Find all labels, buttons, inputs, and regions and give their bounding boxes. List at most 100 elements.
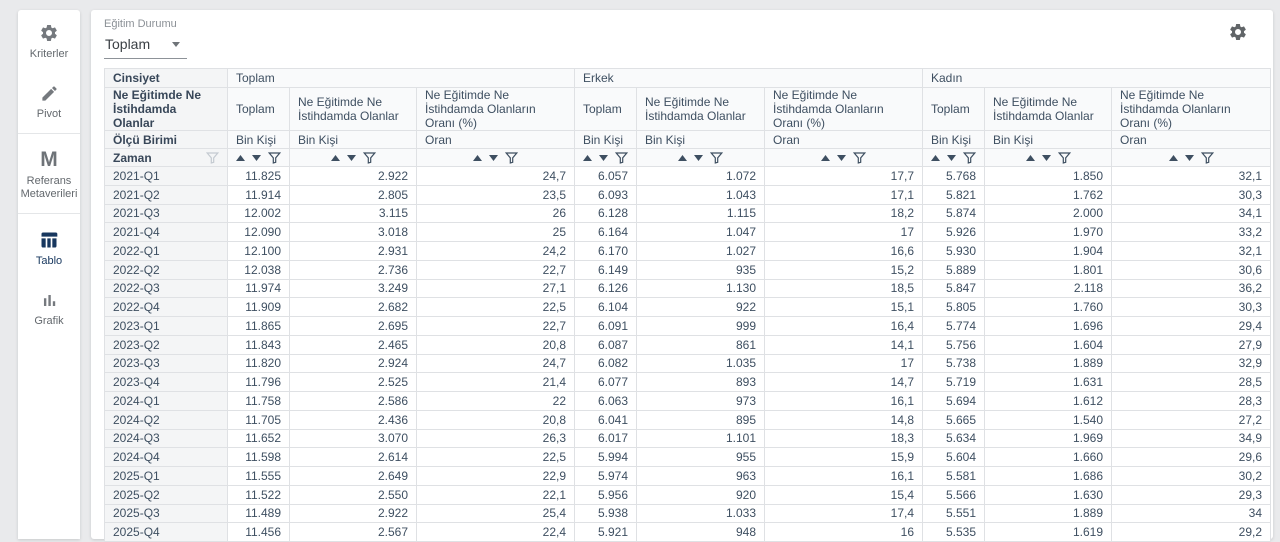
sidebar-item-referans-metaverileri[interactable]: M Referans Metaverileri	[18, 137, 80, 210]
filter-icon[interactable]	[615, 151, 628, 164]
filter-icon[interactable]	[362, 151, 376, 164]
data-cell: 30,6	[1111, 259, 1271, 280]
subcol-header-2-0: Toplam	[922, 87, 985, 131]
sort-down-icon[interactable]	[947, 154, 956, 161]
data-cell: 11.974	[227, 278, 290, 299]
data-cell: 36,2	[1111, 278, 1271, 299]
sort-up-icon[interactable]	[678, 154, 687, 161]
sort-up-icon[interactable]	[1168, 154, 1178, 161]
data-cell: 18,2	[764, 203, 923, 224]
table-row: 2023-Q4 11.796 2.525 21,4 6.077 893 14,7 5.719 1…	[104, 372, 1271, 392]
data-cell: 3.115	[289, 203, 417, 224]
sidebar-item-kriterler[interactable]: Kriterler	[18, 10, 80, 70]
data-cell: 1.604	[984, 334, 1112, 355]
data-cell: 14,7	[764, 372, 923, 392]
column-controls-0	[227, 148, 290, 167]
sort-down-icon[interactable]	[1184, 154, 1194, 161]
sidebar-item-pivot[interactable]: Pivot	[18, 70, 80, 130]
data-cell: 1.101	[636, 428, 765, 449]
sort-down-icon[interactable]	[694, 154, 703, 161]
data-cell: 1.850	[984, 166, 1112, 186]
data-cell: 5.889	[922, 259, 985, 280]
data-cell: 6.063	[574, 391, 637, 411]
data-cell: 1.047	[636, 222, 765, 242]
unit-header-1-2: Oran	[764, 130, 923, 149]
filter-icon[interactable]	[1200, 151, 1214, 164]
data-cell: 2.931	[289, 241, 417, 261]
filter-icon[interactable]	[268, 151, 281, 164]
subcol-header-1-2: Ne Eğitimde Ne İstihdamda Olanların Oran…	[764, 87, 923, 131]
filter-icon[interactable]	[505, 151, 518, 164]
filter-icon[interactable]	[206, 151, 219, 164]
sidebar-item-grafik[interactable]: Grafik	[18, 277, 80, 337]
data-cell: 5.719	[922, 372, 985, 392]
data-cell: 15,9	[764, 447, 923, 467]
egitim-durumu-select[interactable]: Toplam	[104, 33, 187, 59]
row-header-cell: 2022-Q1	[104, 241, 228, 261]
data-cell: 5.821	[922, 184, 985, 205]
sort-down-icon[interactable]	[1041, 154, 1051, 161]
data-cell: 5.974	[574, 466, 637, 486]
data-cell: 22,1	[416, 484, 575, 505]
data-cell: 29,4	[1111, 316, 1271, 336]
data-cell: 25	[416, 222, 575, 242]
egitim-durumu-value: Toplam	[105, 36, 151, 52]
filter-icon[interactable]	[853, 151, 866, 164]
sort-down-icon[interactable]	[489, 154, 498, 161]
data-cell: 6.017	[574, 428, 637, 449]
header-row-zaman: Zaman	[104, 148, 1271, 167]
table-row: 2021-Q2 11.914 2.805 23,5 6.093 1.043 17,1 5.82…	[104, 184, 1271, 205]
bar-chart-icon	[37, 288, 61, 312]
data-cell: 6.104	[574, 297, 637, 317]
group-header-2: Kadın	[922, 68, 1271, 88]
main-panel: Eğitim Durumu Toplam Cinsiyet Toplam Erkek…	[91, 10, 1273, 542]
data-cell: 5.634	[922, 428, 985, 449]
column-controls-6	[922, 148, 985, 167]
sort-down-icon[interactable]	[252, 154, 261, 161]
data-cell: 16	[764, 522, 923, 542]
data-cell: 948	[636, 522, 765, 542]
data-cell: 33,2	[1111, 222, 1271, 242]
data-cell: 2.614	[289, 447, 417, 467]
corner-measure: Ne Eğitimde Ne İstihdamda Olanlar	[104, 87, 228, 131]
group-header-1: Erkek	[574, 68, 923, 88]
sort-up-icon[interactable]	[1025, 154, 1035, 161]
data-cell: 11.652	[227, 428, 290, 449]
data-cell: 20,8	[416, 409, 575, 430]
data-cell: 11.820	[227, 353, 290, 374]
filter-icon[interactable]	[710, 151, 723, 164]
data-cell: 3.070	[289, 428, 417, 449]
sidebar: Kriterler Pivot M Referans Metaverileri Tabl…	[18, 10, 80, 539]
data-cell: 16,1	[764, 391, 923, 411]
sort-down-icon[interactable]	[837, 154, 846, 161]
table-settings-button[interactable]	[1228, 22, 1248, 42]
sort-down-icon[interactable]	[599, 154, 608, 161]
sort-up-icon[interactable]	[583, 154, 592, 161]
data-cell: 25,4	[416, 503, 575, 524]
data-cell: 32,1	[1111, 241, 1271, 261]
subcol-header-0-0: Toplam	[227, 87, 290, 131]
table-row: 2022-Q1 12.100 2.931 24,2 6.170 1.027 16,6 5.93…	[104, 241, 1271, 261]
sidebar-item-label: Referans Metaverileri	[20, 175, 78, 200]
filter-icon[interactable]	[963, 151, 976, 164]
filter-icon[interactable]	[1057, 151, 1071, 164]
sort-up-icon[interactable]	[236, 154, 245, 161]
row-header-cell: 2023-Q4	[104, 372, 228, 392]
data-cell: 6.149	[574, 259, 637, 280]
data-cell: 12.100	[227, 241, 290, 261]
sidebar-item-tablo[interactable]: Tablo	[18, 217, 80, 277]
gear-icon	[37, 21, 61, 45]
sort-up-icon[interactable]	[931, 154, 940, 161]
data-cell: 5.665	[922, 409, 985, 430]
data-cell: 29,3	[1111, 484, 1271, 505]
data-cell: 12.002	[227, 203, 290, 224]
data-cell: 5.566	[922, 484, 985, 505]
sort-down-icon[interactable]	[346, 154, 356, 161]
sort-up-icon[interactable]	[821, 154, 830, 161]
row-header-cell: 2021-Q2	[104, 184, 228, 205]
data-cell: 6.164	[574, 222, 637, 242]
table-row: 2021-Q4 12.090 3.018 25 6.164 1.047 17 5.926 1.9…	[104, 222, 1271, 242]
sort-up-icon[interactable]	[330, 154, 340, 161]
table-row: 2022-Q3 11.974 3.249 27,1 6.126 1.130 18,5 5.84…	[104, 278, 1271, 299]
sort-up-icon[interactable]	[473, 154, 482, 161]
